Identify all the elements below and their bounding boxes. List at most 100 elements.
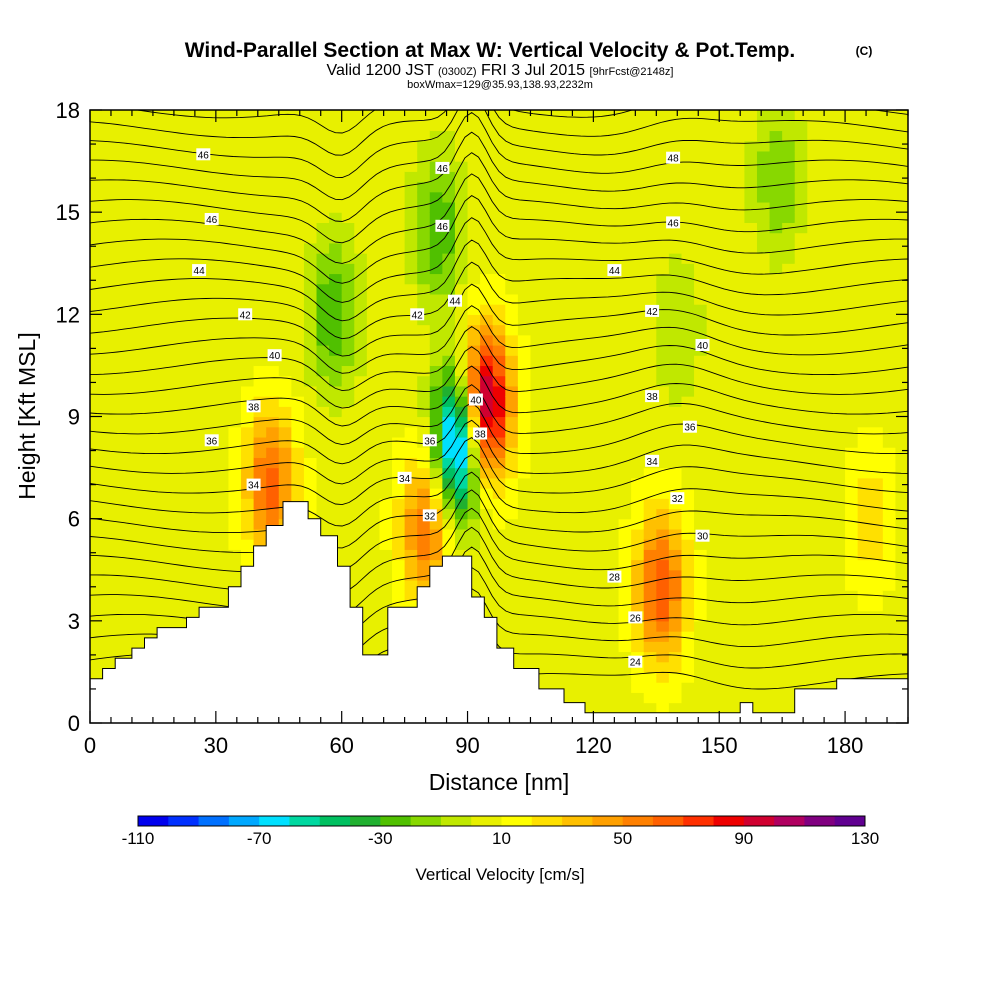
velocity-cell <box>467 130 481 142</box>
velocity-cell <box>417 488 431 499</box>
velocity-cell <box>102 140 116 152</box>
velocity-cell <box>341 477 355 489</box>
velocity-cell <box>756 549 771 561</box>
velocity-cell <box>102 610 116 622</box>
velocity-cell <box>593 508 607 520</box>
velocity-cell <box>593 355 607 367</box>
velocity-cell <box>140 436 154 448</box>
velocity-cell <box>392 528 406 540</box>
velocity-cell <box>756 620 771 632</box>
velocity-cell <box>366 641 381 653</box>
velocity-cell <box>580 375 594 387</box>
velocity-cell <box>895 416 908 428</box>
velocity-cell <box>266 253 280 264</box>
velocity-cell <box>90 120 104 132</box>
velocity-cell <box>543 150 557 162</box>
velocity-cell <box>127 344 141 356</box>
velocity-cell <box>706 559 720 571</box>
velocity-cell <box>782 110 796 121</box>
velocity-cell <box>329 385 343 397</box>
velocity-cell <box>140 212 154 223</box>
velocity-cell <box>90 528 104 540</box>
velocity-cell <box>694 385 708 397</box>
velocity-cell <box>870 191 884 203</box>
velocity-cell <box>681 396 695 407</box>
velocity-cell <box>719 140 733 152</box>
velocity-cell <box>253 201 267 213</box>
velocity-cell <box>731 293 745 305</box>
velocity-cell <box>857 242 871 254</box>
velocity-cell <box>719 334 733 346</box>
velocity-cell <box>656 242 670 254</box>
velocity-cell <box>442 201 456 213</box>
velocity-cell <box>845 467 859 479</box>
velocity-cell <box>605 130 620 142</box>
velocity-cell <box>392 579 406 591</box>
isentrope-line <box>90 402 908 465</box>
velocity-cell <box>794 620 808 632</box>
velocity-cell <box>329 171 343 183</box>
velocity-cell <box>744 406 758 418</box>
colorbar-swatch <box>350 816 381 826</box>
velocity-cell <box>756 334 771 346</box>
velocity-cell <box>631 304 645 315</box>
velocity-cell <box>819 232 834 244</box>
velocity-cell <box>127 120 141 132</box>
velocity-cell <box>203 498 217 510</box>
velocity-cell <box>643 242 657 254</box>
velocity-cell <box>832 518 846 530</box>
velocity-cell <box>392 324 406 336</box>
velocity-cell <box>253 467 267 479</box>
velocity-cell <box>417 201 431 213</box>
velocity-cell <box>555 171 569 183</box>
velocity-cell <box>756 406 771 418</box>
velocity-cell <box>366 528 381 540</box>
velocity-cell <box>492 110 506 121</box>
velocity-cell <box>555 498 569 510</box>
velocity-cell <box>165 273 179 285</box>
velocity-cell <box>543 334 557 346</box>
velocity-cell <box>190 559 204 571</box>
velocity-cell <box>819 671 834 683</box>
velocity-cell <box>253 293 267 305</box>
velocity-cell <box>417 467 431 479</box>
velocity-cell <box>442 242 456 254</box>
velocity-cell <box>656 222 670 234</box>
velocity-cell <box>719 661 733 673</box>
velocity-cell <box>329 283 343 295</box>
velocity-cell <box>215 324 230 336</box>
velocity-cell <box>618 692 632 704</box>
velocity-cell <box>303 477 318 489</box>
velocity-cell <box>165 416 179 428</box>
velocity-cell <box>593 692 607 704</box>
velocity-cell <box>404 232 418 244</box>
velocity-cell <box>580 171 594 183</box>
velocity-cell <box>731 385 745 397</box>
velocity-cell <box>605 293 620 305</box>
velocity-cell <box>228 212 242 223</box>
velocity-cell <box>127 150 141 162</box>
velocity-cell <box>568 324 582 336</box>
velocity-cell <box>467 579 481 591</box>
velocity-cell <box>165 406 179 418</box>
velocity-cell <box>555 365 569 377</box>
velocity-cell <box>832 253 846 264</box>
velocity-cell <box>643 130 657 142</box>
velocity-cell <box>102 651 116 663</box>
velocity-cell <box>744 110 758 121</box>
velocity-cell <box>316 436 330 448</box>
velocity-cell <box>140 508 154 520</box>
velocity-cell <box>215 171 230 183</box>
velocity-cell <box>366 120 381 132</box>
velocity-cell <box>794 181 808 193</box>
velocity-cell <box>618 671 632 683</box>
velocity-cell <box>102 375 116 387</box>
velocity-cell <box>719 161 733 172</box>
velocity-cell <box>165 334 179 346</box>
velocity-cell <box>543 528 557 540</box>
velocity-cell <box>882 488 897 499</box>
velocity-cell <box>882 314 897 326</box>
velocity-cell <box>329 293 343 305</box>
velocity-cell <box>807 671 821 683</box>
velocity-cell <box>719 406 733 418</box>
